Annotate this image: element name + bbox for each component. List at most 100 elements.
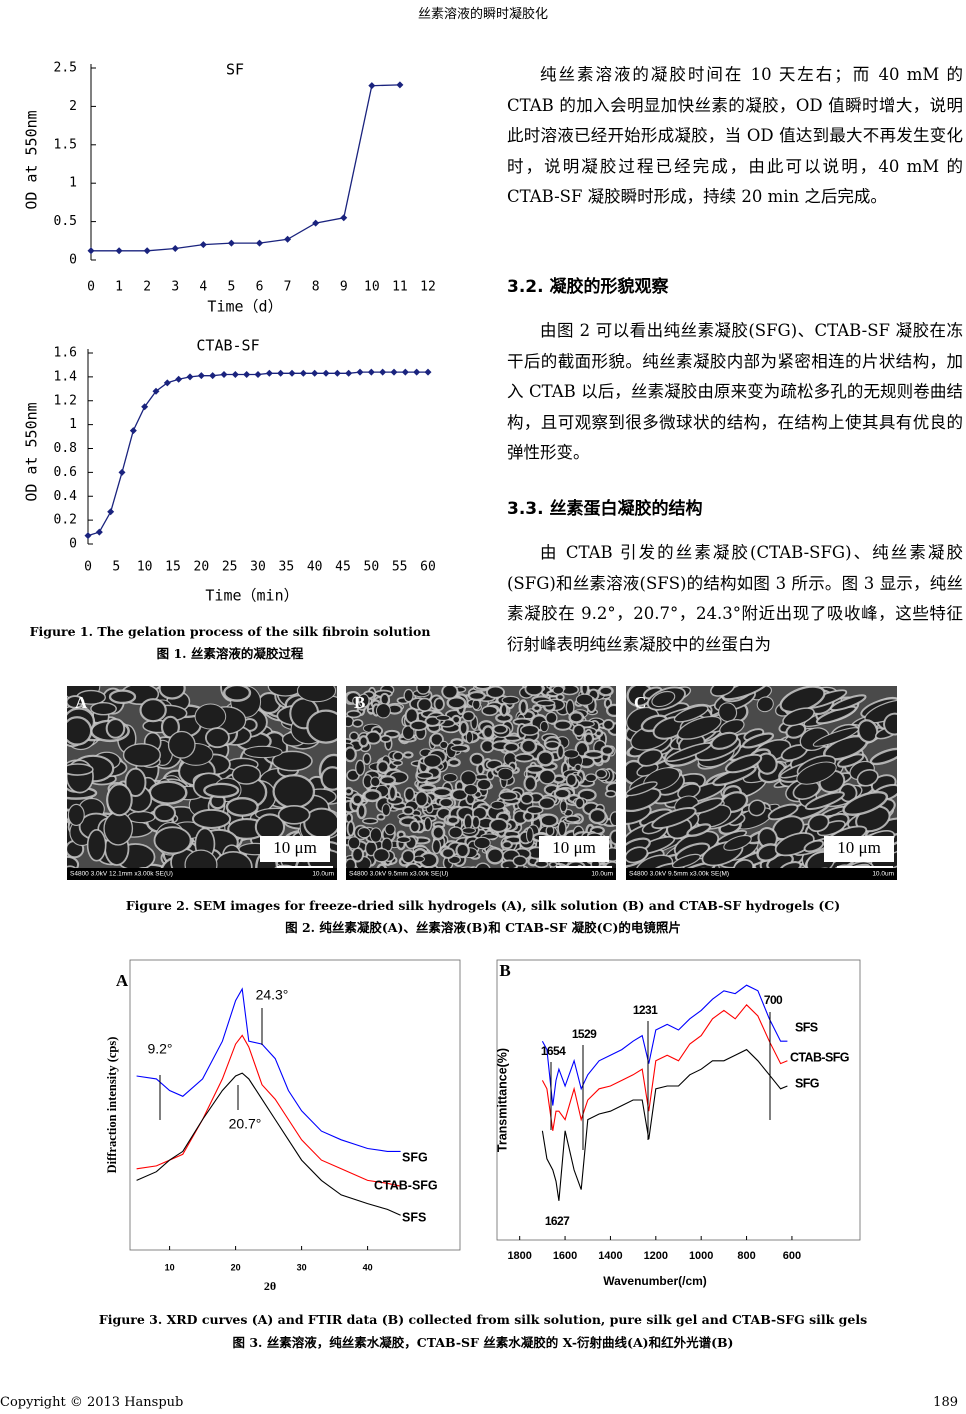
info-bar <box>626 868 897 880</box>
paragraph: 由 CTAB 引发的丝素凝胶(CTAB-SFG)、纯丝素凝胶(SFG)和丝素溶液… <box>507 543 963 654</box>
pore <box>441 686 459 700</box>
x-tick-label: 1200 <box>644 1250 668 1262</box>
pore <box>481 725 495 740</box>
pore <box>473 836 491 850</box>
pore <box>606 703 616 718</box>
x-tick-label: 1 <box>115 280 123 295</box>
pore <box>373 848 390 863</box>
pore <box>756 696 774 713</box>
annotation: 1627 <box>545 1214 570 1228</box>
pore <box>514 753 535 763</box>
pore <box>803 839 825 853</box>
pore <box>492 724 508 735</box>
pore <box>446 696 467 710</box>
pore <box>536 750 555 767</box>
data-point <box>231 370 239 378</box>
pore <box>472 699 481 711</box>
y-axis-label: OD at 550nm <box>23 402 41 501</box>
series-label: SFG <box>795 1076 819 1090</box>
pore <box>626 781 658 797</box>
pore <box>376 760 390 774</box>
data-point <box>424 368 432 376</box>
pore <box>471 815 481 829</box>
annotation: 20.7° <box>229 1116 262 1132</box>
pore <box>583 749 604 760</box>
x-tick-label: 2 <box>143 280 151 295</box>
x-tick-label: 0 <box>84 560 92 575</box>
paragraph: 由图 2 可以看出纯丝素凝胶(SFG)、CTAB-SF 凝胶在冻干后的截面形貌。… <box>507 321 963 462</box>
pore <box>556 744 565 760</box>
pore <box>595 768 608 779</box>
pore <box>553 719 572 731</box>
pore <box>539 813 559 828</box>
x-tick-label: 7 <box>284 280 292 295</box>
pore <box>296 686 337 703</box>
pore <box>127 810 156 824</box>
data-point <box>175 375 183 383</box>
y-axis-label: Diffraction intensity (cps) <box>105 1037 119 1174</box>
pore <box>501 695 520 705</box>
pore <box>416 697 433 712</box>
x-axis-label: 2θ <box>264 1279 276 1293</box>
scale-box <box>260 836 330 862</box>
x-tick-label: 11 <box>392 280 408 295</box>
x-tick-label: 6 <box>256 280 264 295</box>
chart: 1800 1600 1400 1200 1000 800 600 Wavenumber(/cm… <box>495 959 861 1288</box>
data-point <box>345 369 353 377</box>
figure-caption: Figure 3. XRD curves (A) and FTIR data (… <box>98 1312 868 1327</box>
annotation: 1231 <box>633 1003 658 1017</box>
chart-title: CTAB-SF <box>196 337 259 355</box>
pore <box>194 703 227 730</box>
pore <box>564 814 581 824</box>
pore <box>363 789 382 803</box>
x-axis-label: Wavenumber(/cm) <box>603 1274 707 1288</box>
annotation: 1654 <box>541 1044 566 1058</box>
pore <box>748 799 766 817</box>
x-tick-label: 0 <box>87 280 95 295</box>
series-label: CTAB-SFG <box>374 1178 438 1192</box>
data-point <box>401 368 409 376</box>
series-label: SFS <box>795 1020 818 1034</box>
pore <box>481 705 499 717</box>
pore <box>429 732 444 747</box>
pore <box>465 730 474 744</box>
data-point <box>288 369 296 377</box>
data-point <box>107 508 115 516</box>
pore <box>490 800 506 810</box>
pore <box>401 849 416 864</box>
pore <box>584 773 598 783</box>
x-tick-label: 1600 <box>553 1250 577 1262</box>
pore <box>538 796 556 810</box>
plot-frame <box>129 959 461 1251</box>
x-tick-label: 4 <box>199 280 207 295</box>
figure-caption: 图 1. 丝素溶液的凝胶过程 <box>156 646 304 661</box>
pore <box>67 716 93 746</box>
pore <box>402 805 415 816</box>
pore <box>807 813 830 833</box>
data-line <box>87 371 428 537</box>
pore <box>539 720 549 733</box>
y-tick-label: 1 <box>69 176 77 191</box>
x-tick-label: 35 <box>279 560 295 575</box>
sem-info: S4800 3.0kV 9.5mm x3.00k SE(U) <box>349 871 448 878</box>
y-axis-label: Transmittance(%) <box>495 1048 509 1152</box>
x-tick-label: 10 <box>137 560 153 575</box>
chart: 0 0.2 0.4 0.6 0.8 1 1.2 1.4 1.6 0 5 10 15 20 25 30 35 40 4… <box>23 337 436 605</box>
pore <box>416 771 434 780</box>
x-tick-label: 20 <box>231 1262 241 1272</box>
y-tick-label: 0 <box>69 537 77 552</box>
x-tick-label: 50 <box>364 560 380 575</box>
pore <box>346 746 357 763</box>
pore <box>403 787 416 802</box>
data-line <box>91 84 400 252</box>
pore <box>651 690 676 708</box>
x-tick-label: 9 <box>340 280 348 295</box>
panel-label: A <box>116 971 129 990</box>
pore <box>469 752 485 766</box>
x-tick-label: 600 <box>783 1250 801 1262</box>
pore <box>409 719 428 732</box>
pore <box>565 773 578 787</box>
x-tick-label: 30 <box>250 560 266 575</box>
y-tick-label: 0 <box>69 253 77 268</box>
pore <box>346 820 356 837</box>
